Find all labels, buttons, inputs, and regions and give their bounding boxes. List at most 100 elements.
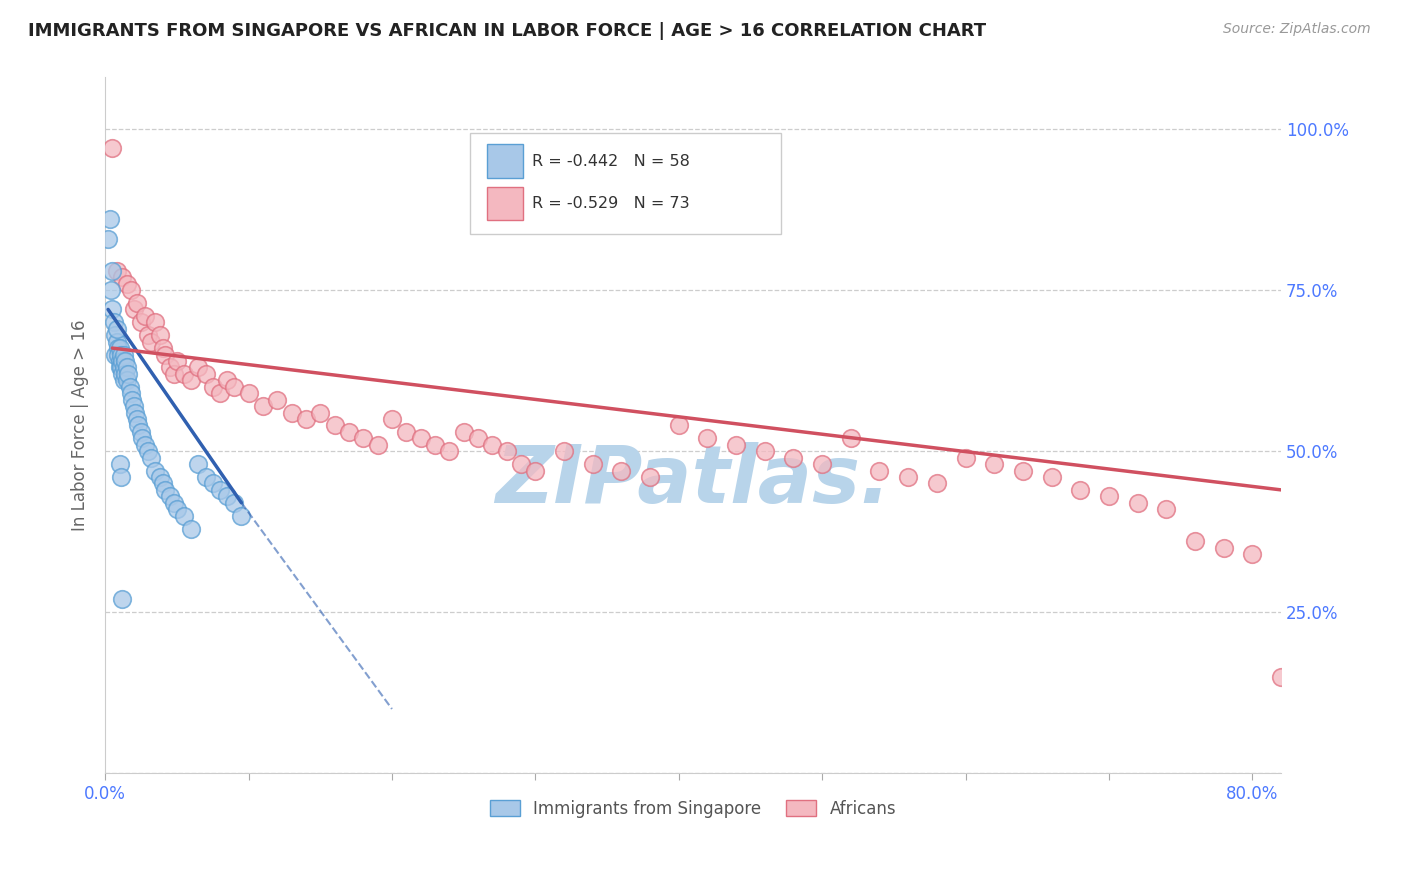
Point [120,283,142,297]
Point [495,444,517,458]
Point [108,457,131,471]
Point [367,438,389,452]
Point [1212,541,1234,555]
Point [108,354,131,368]
Point [120,386,142,401]
Point [201,476,224,491]
Point [1241,547,1264,561]
Point [107,341,129,355]
Point [122,399,145,413]
Point [117,367,139,381]
Text: ZIPatlas.: ZIPatlas. [495,442,891,520]
Point [553,444,575,458]
Point [97,231,120,245]
Point [1040,470,1063,484]
Point [725,438,748,452]
Point [115,373,138,387]
Point [925,476,948,491]
Point [187,360,209,375]
Point [208,483,231,497]
Point [696,431,718,445]
FancyBboxPatch shape [470,133,782,234]
Point [125,412,148,426]
Point [224,380,246,394]
Point [180,373,202,387]
Point [104,347,127,361]
Point [754,444,776,458]
Point [101,264,124,278]
Point [111,354,134,368]
Point [323,418,346,433]
Point [309,405,332,419]
Point [110,347,132,361]
Point [112,360,135,375]
Point [129,315,152,329]
Text: Source: ZipAtlas.com: Source: ZipAtlas.com [1223,22,1371,37]
Point [955,450,977,465]
Text: IMMIGRANTS FROM SINGAPORE VS AFRICAN IN LABOR FORCE | AGE > 16 CORRELATION CHART: IMMIGRANTS FROM SINGAPORE VS AFRICAN IN … [28,22,986,40]
Point [839,431,862,445]
Point [127,418,149,433]
Point [166,354,188,368]
Legend: Immigrants from Singapore, Africans: Immigrants from Singapore, Africans [484,793,903,824]
Point [163,496,186,510]
Point [114,354,136,368]
Point [266,392,288,407]
Point [149,328,172,343]
Point [252,399,274,413]
Point [129,425,152,439]
Point [467,431,489,445]
Point [1098,489,1121,503]
Point [1270,670,1292,684]
Point [231,508,253,523]
Point [280,405,302,419]
Point [103,315,125,329]
Point [105,264,128,278]
Point [638,470,661,484]
Point [115,360,138,375]
Point [159,360,181,375]
Point [180,522,202,536]
Point [107,347,129,361]
Point [112,373,135,387]
Point [108,341,131,355]
Bar [488,145,523,178]
Point [352,431,374,445]
Point [122,302,145,317]
Point [224,496,246,510]
Point [136,444,159,458]
Point [1126,496,1149,510]
Point [112,347,135,361]
Point [110,360,132,375]
Bar [488,186,523,220]
Point [139,450,162,465]
Point [395,425,418,439]
Point [145,464,167,478]
Point [869,464,891,478]
Point [101,302,124,317]
Point [217,489,239,503]
Point [610,464,633,478]
Point [125,296,148,310]
Point [510,457,533,471]
Point [524,464,547,478]
Point [187,457,209,471]
Point [114,367,136,381]
Point [194,470,217,484]
Point [100,283,122,297]
Point [409,431,432,445]
Point [108,360,131,375]
Point [173,508,195,523]
Point [152,341,174,355]
Point [111,270,134,285]
Point [217,373,239,387]
Point [134,438,156,452]
Point [983,457,1005,471]
Point [105,334,128,349]
Point [582,457,605,471]
Text: R = -0.529   N = 73: R = -0.529 N = 73 [531,196,689,211]
Point [439,444,461,458]
Point [111,367,134,381]
Point [145,315,167,329]
Point [111,592,134,607]
